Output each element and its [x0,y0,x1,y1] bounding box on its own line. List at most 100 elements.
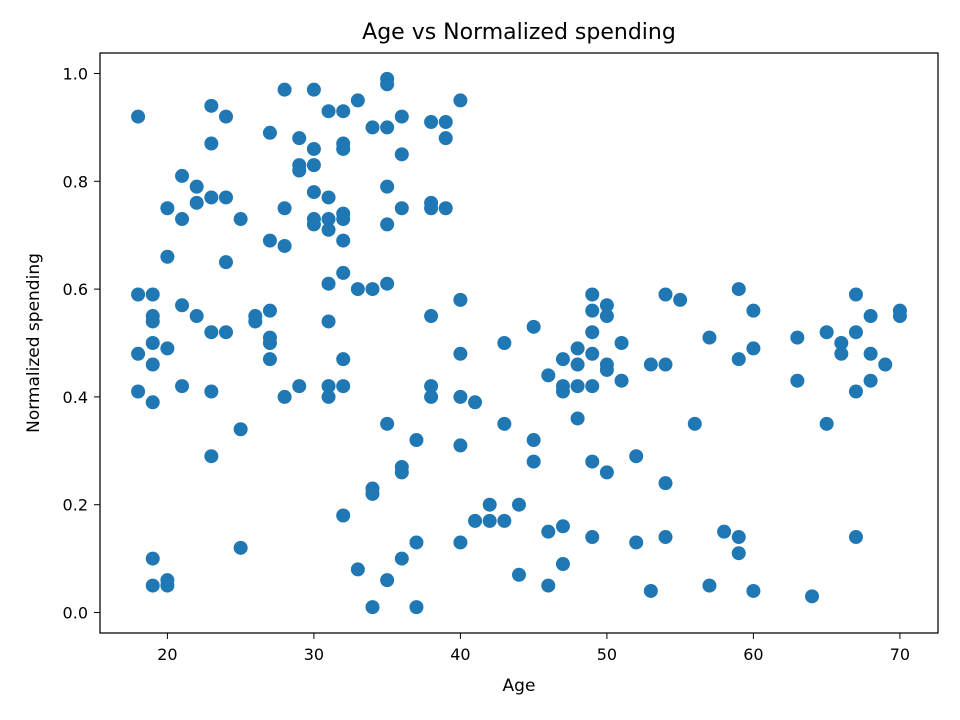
data-point [424,309,439,324]
data-point [306,141,321,156]
data-point [131,109,146,124]
y-axis-label: Normalized spending [24,253,44,433]
data-point [731,546,746,561]
data-point [848,530,863,545]
data-point [204,98,219,113]
x-tick-label: 70 [890,645,910,664]
data-point [731,530,746,545]
data-point [218,325,233,340]
data-point [306,82,321,97]
data-point [599,465,614,480]
data-point [336,508,351,523]
data-point [541,578,556,593]
data-point [438,115,453,129]
data-point [306,158,321,173]
data-point [599,309,614,324]
data-point [526,454,541,469]
data-point [380,416,395,431]
data-point [863,373,878,388]
data-point [321,212,336,227]
data-point [277,82,292,97]
data-point [848,325,863,340]
data-point [336,352,351,367]
data-point [365,486,380,501]
chart-title: Age vs Normalized spending [362,20,676,45]
data-point [541,368,556,383]
y-tick-label: 0.8 [63,172,88,191]
data-point [878,357,893,372]
data-point [262,233,277,248]
data-point [233,212,248,227]
data-point [453,535,468,550]
data-point [497,416,512,431]
data-point [570,379,585,394]
data-point [848,384,863,399]
data-point [306,185,321,200]
data-point [189,309,204,324]
data-point [512,567,526,582]
x-tick-label: 50 [597,645,617,664]
data-point [131,287,146,302]
data-point [848,287,863,302]
data-point [717,524,732,539]
data-point [204,136,219,151]
data-point [614,336,629,350]
data-point [746,341,761,356]
data-point [541,524,556,539]
data-point [336,104,351,119]
data-point [599,362,614,377]
data-point [424,389,439,404]
data-point [160,578,175,593]
data-point [321,276,336,291]
data-point [350,93,365,108]
data-point [262,303,277,318]
data-point [175,212,190,227]
data-point [453,389,468,404]
data-point [585,303,600,318]
y-tick-label: 0.4 [63,388,88,407]
data-point [292,379,307,394]
data-point [394,551,409,566]
data-point [585,325,600,340]
data-point [145,314,160,329]
data-point [409,600,424,615]
data-point [585,346,600,361]
data-point [145,578,160,593]
data-point [233,422,248,437]
data-point [365,120,380,135]
data-point [394,201,409,216]
data-point [218,190,233,205]
data-point [233,540,248,555]
data-point [643,583,658,598]
data-point [585,287,600,302]
data-point [570,341,585,356]
data-point [277,201,292,216]
data-point [526,433,541,448]
data-point [292,163,307,178]
y-tick-label: 0.2 [63,496,88,515]
data-point [673,292,688,307]
x-tick-label: 20 [157,645,177,664]
data-point [380,179,395,194]
data-point [380,573,395,588]
data-point [658,476,673,491]
data-point [555,384,570,399]
data-point [175,298,190,313]
data-point [453,292,468,307]
data-point [204,325,219,340]
data-point [262,352,277,367]
data-point [380,77,395,92]
data-point [262,125,277,140]
data-point [160,249,175,264]
data-point [819,325,834,340]
x-axis-ticks: 20 30 40 50 60 70 [157,633,910,664]
data-point [380,276,395,291]
data-point [350,282,365,297]
data-point [204,449,219,464]
data-point [145,336,160,350]
data-point [863,346,878,361]
data-point [336,233,351,248]
y-tick-label: 0.0 [63,604,88,623]
data-point [189,179,204,194]
